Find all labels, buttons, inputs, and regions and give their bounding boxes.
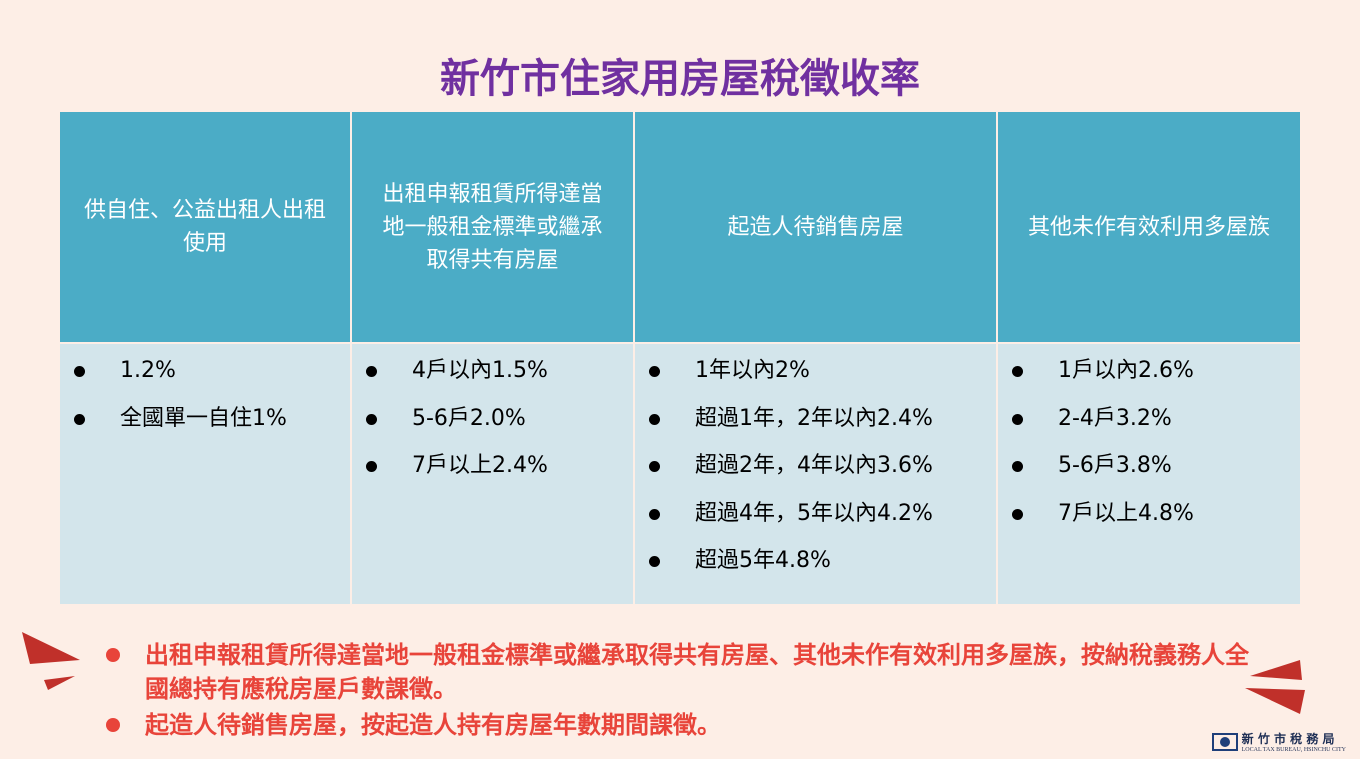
list-item: 1戶以內2.6%: [998, 356, 1300, 404]
list-item: 超過5年4.8%: [635, 546, 996, 594]
bullet: [106, 718, 120, 732]
header-cell: 出租申報租賃所得達當地一般租金標準或繼承取得共有房屋: [352, 112, 633, 342]
header-cell: 其他未作有效利用多屋族: [998, 112, 1300, 342]
list-item: 4戶以內1.5%: [352, 356, 633, 404]
body-cell: 1戶以內2.6% 2-4戶3.2% 5-6戶3.8% 7戶以上4.8%: [998, 344, 1300, 604]
note: 出租申報租賃所得達當地一般租金標準或繼承取得共有房屋、其他未作有效利用多屋族，按…: [145, 641, 1249, 703]
list-item: 1.2%: [60, 356, 350, 404]
list-item: 超過1年，2年以內2.4%: [635, 404, 996, 452]
list-item: 2-4戶3.2%: [998, 404, 1300, 452]
body-cell: 4戶以內1.5% 5-6戶2.0% 7戶以上2.4%: [352, 344, 633, 604]
triangle: [22, 632, 80, 664]
note: 起造人待銷售房屋，按起造人持有房屋年數期間課徵。: [145, 711, 721, 739]
list-item: 超過2年，4年以內3.6%: [635, 451, 996, 499]
triangle: [1245, 688, 1305, 714]
list-item: 7戶以上2.4%: [352, 451, 633, 499]
list-item: 超過4年，5年以內4.2%: [635, 499, 996, 547]
logo-icon: [1211, 732, 1238, 751]
logo-name: 新 竹 市 稅 務 局: [1241, 732, 1335, 746]
title: 新竹市住家用房屋稅徵收率: [440, 56, 920, 102]
logo-english: LOCAL TAX BUREAU, HSINCHU CITY: [1241, 747, 1346, 753]
list-item: 7戶以上4.8%: [998, 499, 1300, 547]
list-item: 5-6戶2.0%: [352, 404, 633, 452]
list-item: 全國單一自住1%: [60, 404, 350, 452]
logo-text: 新 竹 市 稅 務 局 LOCAL TAX BUREAU, HSINCHU CI…: [1242, 730, 1346, 753]
triangle: [1250, 660, 1302, 680]
header-cell: 起造人待銷售房屋: [635, 112, 996, 342]
body-cell: 1.2% 全國單一自住1%: [60, 344, 350, 604]
bullet: [106, 648, 120, 662]
list-item: 1年以內2%: [635, 356, 996, 404]
list-item: 5-6戶3.8%: [998, 451, 1300, 499]
header-cell: 供自住、公益出租人出租使用: [60, 112, 350, 342]
body-cell: 1年以內2% 超過1年，2年以內2.4% 超過2年，4年以內3.6% 超過4年，5年以…: [635, 344, 996, 604]
triangle: [44, 676, 75, 690]
table: 供自住、公益出租人出租使用 1.2% 全國單一自住1% 出租申報租賃所得達當地一般租金…: [60, 112, 1300, 604]
logo: 新 竹 市 稅 務 局 LOCAL TAX BUREAU, HSINCHU CI…: [1211, 730, 1346, 753]
